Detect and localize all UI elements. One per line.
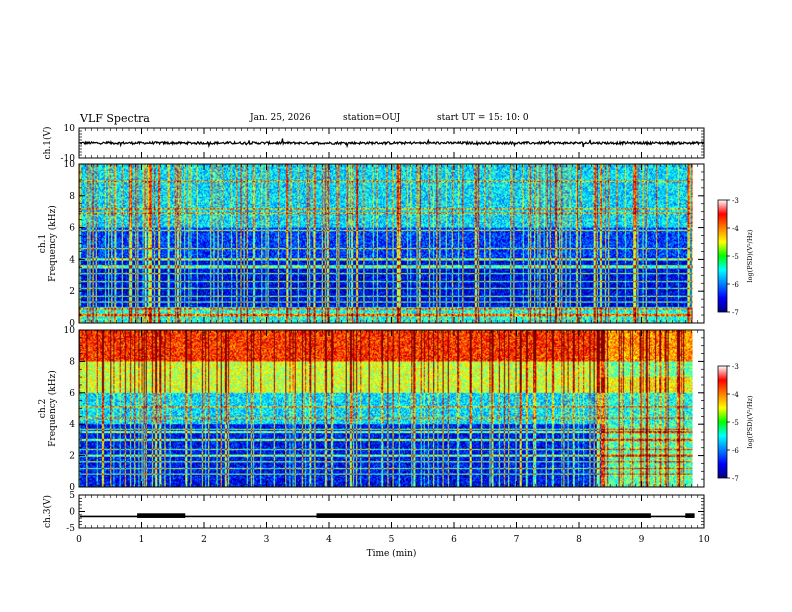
date-label: Jan. 25, 2026: [250, 113, 311, 123]
ch3-high-segment: [685, 513, 695, 518]
ch1-waveform-ytick-label: -10: [61, 154, 76, 164]
ch1-spectrogram-colorbar-tick-label: -6: [732, 281, 739, 289]
ch1-waveform-line: [78, 138, 705, 149]
ch2-spectrogram-ytick-label: 10: [64, 326, 76, 336]
ch1-spectrogram-colorbar-tick-label: -3: [732, 197, 739, 205]
ch3-ylabel-0: ch.3(V): [42, 495, 53, 528]
ch3-xtick-label: 7: [514, 535, 520, 545]
ch1-spectrogram-ytick-label: 8: [69, 192, 75, 202]
ch3-xtick-label: 4: [326, 535, 332, 545]
ch2-spectrogram-ytick-label: 4: [69, 420, 75, 430]
ch2-spectrogram-colorbar: [717, 365, 728, 479]
ch3-xtick-label: 2: [201, 535, 207, 545]
ch3-xtick-label: 10: [698, 535, 710, 545]
ch1-spectrogram-image: [79, 164, 704, 323]
ch3-high-segment: [137, 513, 186, 518]
ch2-spectrogram-ytick-label: 6: [69, 389, 75, 399]
ch1-spectrogram-colorbar-tick-label: -4: [732, 225, 739, 233]
ch3-xtick-label: 9: [639, 535, 645, 545]
ch1-spectrogram-ytick-label: 2: [69, 287, 75, 297]
ch3-high-segment: [316, 513, 651, 518]
ch2-spectrogram-colorbar-tick-label: -4: [732, 391, 739, 399]
ch1-spectrogram-colorbar-label: log(PSD)(V²/Hz): [746, 229, 754, 282]
ch1-spectrogram-ytick-label: 10: [64, 160, 76, 170]
ch3-xtick-label: 0: [76, 535, 82, 545]
ch1-spectrogram-colorbar: [717, 199, 728, 313]
ch2-spectrogram-colorbar-tick-label: -7: [732, 475, 739, 483]
ch1-waveform-ytick-label: 10: [64, 124, 76, 134]
ch2-spectrogram-colorbar-label: log(PSD)(V²/Hz): [746, 395, 754, 448]
ch1-waveform-ylabel-0: ch.1(V): [42, 127, 53, 160]
ch3-xtick-label: 3: [264, 535, 270, 545]
ch1-spectrogram-ylabel-0: ch.1: [38, 234, 48, 253]
x-axis-label: Time (min): [367, 548, 417, 559]
ch3-ytick-label: -5: [66, 524, 75, 534]
ch3-ytick-label: 0: [69, 508, 75, 518]
ch3-xtick-label: 5: [389, 535, 395, 545]
ch2-spectrogram-colorbar-tick-label: -6: [732, 447, 739, 455]
ch1-spectrogram-ytick-label: 0: [69, 319, 75, 329]
ch1-spectrogram-colorbar-tick-label: -5: [732, 253, 739, 261]
ch3-xtick-label: 8: [576, 535, 582, 545]
ch3-ytick-label: 5: [69, 491, 75, 501]
ch2-spectrogram-colorbar-tick-label: -3: [732, 363, 739, 371]
ch2-spectrogram-ytick-label: 8: [69, 357, 75, 367]
station-label: station=OUJ: [343, 113, 401, 123]
chart-title: VLF Spectra: [80, 112, 150, 125]
ch2-spectrogram-ylabel-1: Frequency (kHz): [47, 370, 58, 447]
ch3-xtick-label: 1: [139, 535, 145, 545]
start-ut-label: start UT = 15: 10: 0: [437, 113, 529, 123]
ch2-spectrogram-ytick-label: 2: [69, 452, 75, 462]
ch2-spectrogram-image: [79, 330, 704, 487]
ch1-spectrogram-colorbar-tick-label: -7: [732, 309, 739, 317]
ch1-spectrogram-ylabel-1: Frequency (kHz): [47, 205, 58, 282]
ch2-spectrogram-ytick-label: 0: [69, 483, 75, 493]
ch2-spectrogram-ylabel-0: ch.2: [38, 399, 48, 418]
ch1-spectrogram-ytick-label: 4: [69, 255, 75, 265]
ch1-spectrogram-ytick-label: 6: [69, 224, 75, 234]
ch2-spectrogram-colorbar-tick-label: -5: [732, 419, 739, 427]
ch3-xtick-label: 6: [451, 535, 457, 545]
